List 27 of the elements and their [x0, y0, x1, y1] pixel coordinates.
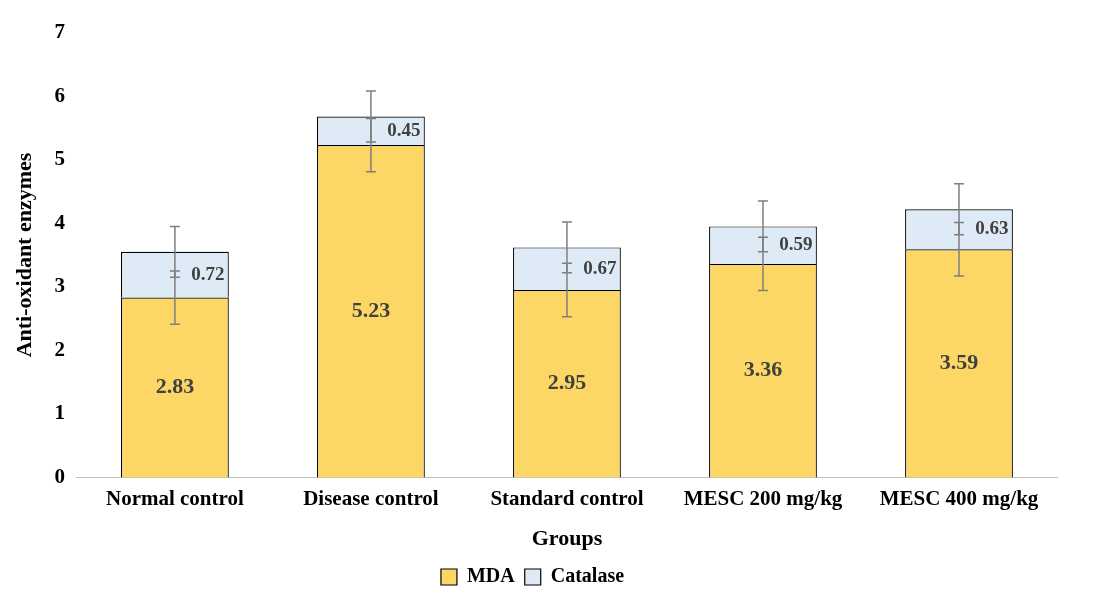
y-tick-label: 0: [54, 463, 65, 488]
y-tick-label: 7: [54, 19, 65, 44]
x-tick-label: Standard control: [490, 486, 644, 511]
data-label: 0.59: [779, 233, 813, 255]
x-tick-label: Disease control: [303, 486, 439, 511]
legend-label: Catalase: [550, 564, 625, 587]
y-tick-label: 4: [54, 209, 66, 234]
data-label: 0.72: [191, 262, 225, 284]
x-tick-label: MESC 400 mg/kg: [879, 486, 1039, 511]
data-label: 0.67: [583, 256, 618, 278]
data-label: 3.36: [743, 356, 783, 382]
data-label: 2.95: [547, 369, 587, 395]
y-tick-label: 3: [54, 273, 65, 298]
data-label: 0.63: [975, 217, 1009, 239]
data-label: 3.59: [939, 349, 979, 375]
legend-label: MDA: [466, 564, 516, 587]
y-axis-title: Anti-oxidant enzymes: [10, 152, 36, 358]
y-tick-label: 5: [54, 146, 65, 171]
y-tick-label: 1: [54, 400, 65, 425]
data-label: 2.83: [155, 373, 195, 399]
data-label: 0.45: [387, 118, 421, 140]
data-label: 5.23: [351, 296, 391, 322]
y-tick-label: 2: [54, 336, 65, 361]
x-axis-title: Groups: [531, 525, 603, 551]
x-tick-label: MESC 200 mg/kg: [683, 486, 843, 511]
y-tick-label: 6: [54, 82, 65, 107]
x-tick-label: Normal control: [105, 486, 244, 511]
